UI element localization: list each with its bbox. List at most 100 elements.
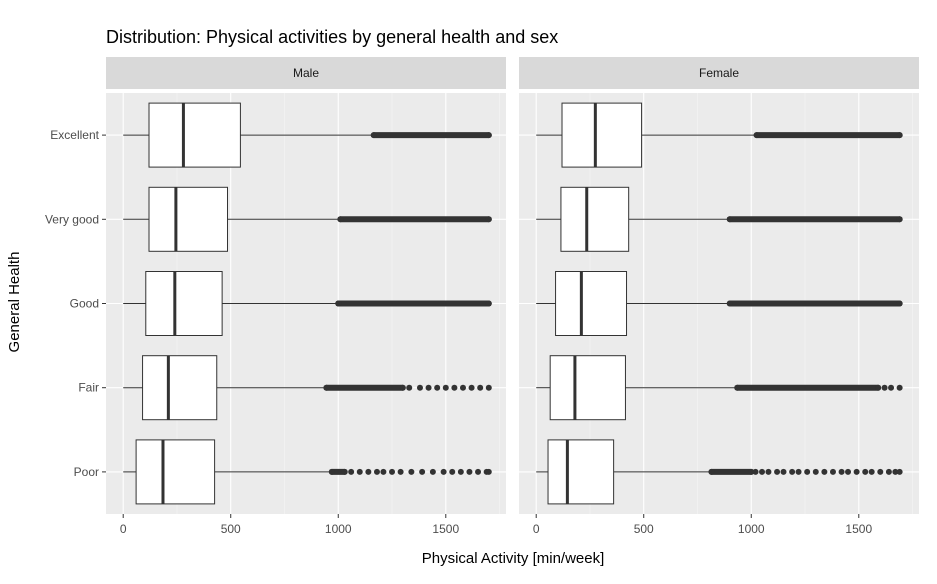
outlier-point: [853, 468, 860, 475]
chart-title: Distribution: Physical activities by gen…: [106, 27, 558, 47]
outlier-point: [406, 384, 413, 391]
strip-label-female: Female: [699, 66, 739, 80]
outlier-point: [877, 468, 884, 475]
x-tick-label-female-1500: 1500: [845, 522, 872, 536]
outlier-point: [753, 132, 760, 139]
outlier-point: [485, 216, 492, 223]
outlier-point: [416, 384, 423, 391]
outlier-point: [759, 468, 766, 475]
outlier-point: [726, 300, 733, 307]
outlier-point: [380, 468, 387, 475]
outlier-point: [466, 468, 473, 475]
x-tick-label-male-1000: 1000: [325, 522, 352, 536]
box-male-excellent: [123, 102, 492, 168]
x-tick-label-female-1000: 1000: [738, 522, 765, 536]
outlier-point: [397, 468, 404, 475]
outlier-point: [425, 384, 432, 391]
x-tick-label-female-0: 0: [533, 522, 540, 536]
outlier-point: [348, 468, 355, 475]
x-tick-label-male-500: 500: [221, 522, 241, 536]
outlier-point: [881, 384, 888, 391]
strip-female: [519, 57, 919, 89]
outlier-point: [356, 468, 363, 475]
iqr-box: [560, 186, 630, 252]
x-tick-label-female-500: 500: [634, 522, 654, 536]
outlier-point: [434, 384, 441, 391]
outlier-point: [335, 300, 342, 307]
box-female-good: [536, 271, 903, 336]
x-tick-label-male-0: 0: [120, 522, 127, 536]
outlier-point: [896, 300, 903, 307]
outlier-point: [838, 468, 845, 475]
outlier-point: [875, 384, 882, 391]
y-tick-label-very-good: Very good: [45, 212, 99, 226]
strip-label-male: Male: [293, 66, 319, 80]
x-axis-title: Physical Activity [min/week]: [422, 550, 605, 567]
outlier-point: [845, 468, 852, 475]
outlier-point: [804, 468, 811, 475]
outlier-point: [780, 468, 787, 475]
outlier-point: [459, 384, 466, 391]
outlier-point: [328, 468, 335, 475]
box-male-fair: [123, 355, 492, 421]
box-male-poor: [123, 439, 492, 505]
outlier-point: [399, 384, 406, 391]
outlier-point: [485, 132, 492, 139]
outlier-point: [896, 468, 903, 475]
outlier-point: [457, 468, 464, 475]
facet-panels: Male 0 500 1000 1500 Excellent Very good Good Fa…: [45, 57, 919, 536]
iqr-box: [145, 271, 223, 336]
facet-female: Female 0 500 1000 1500: [519, 57, 919, 536]
outlier-point: [485, 300, 492, 307]
outlier-point: [337, 216, 344, 223]
iqr-box: [561, 102, 643, 168]
outlier-point: [896, 384, 903, 391]
iqr-box: [135, 439, 216, 505]
outlier-point: [734, 384, 741, 391]
outlier-point: [812, 468, 819, 475]
outlier-point: [765, 468, 772, 475]
outlier-point: [868, 468, 875, 475]
outlier-point: [774, 468, 781, 475]
outlier-point: [708, 468, 715, 475]
outlier-point: [468, 384, 475, 391]
y-tick-label-excellent: Excellent: [50, 128, 99, 142]
facet-male: Male 0 500 1000 1500 Excellent Very good Good Fa…: [45, 57, 506, 536]
y-tick-label-poor: Poor: [74, 465, 99, 479]
outlier-point: [442, 384, 449, 391]
outlier-point: [485, 384, 492, 391]
outlier-point: [795, 468, 802, 475]
outlier-point: [752, 468, 759, 475]
y-axis-title: General Health: [6, 252, 23, 353]
outlier-point: [451, 384, 458, 391]
y-tick-label-fair: Fair: [78, 381, 99, 395]
outlier-point: [440, 468, 447, 475]
iqr-box: [148, 186, 229, 252]
box-male-very-good: [123, 186, 492, 252]
outlier-point: [365, 468, 372, 475]
y-tick-label-good: Good: [70, 297, 99, 311]
outlier-point: [485, 468, 492, 475]
outlier-point: [475, 468, 482, 475]
outlier-point: [896, 216, 903, 223]
outlier-point: [821, 468, 828, 475]
outlier-point: [896, 132, 903, 139]
outlier-point: [370, 132, 377, 139]
outlier-point: [408, 468, 415, 475]
outlier-point: [323, 384, 330, 391]
outlier-point: [419, 468, 426, 475]
outlier-point: [726, 216, 733, 223]
iqr-box: [555, 271, 628, 336]
outlier-point: [341, 468, 348, 475]
outlier-point: [389, 468, 396, 475]
iqr-box: [148, 102, 241, 168]
outlier-point: [373, 468, 380, 475]
box-female-fair: [536, 355, 903, 421]
iqr-box: [549, 355, 626, 421]
box-female-poor: [536, 439, 903, 505]
outlier-point: [885, 468, 892, 475]
outlier-point: [449, 468, 456, 475]
outlier-point: [888, 384, 895, 391]
outlier-point: [748, 468, 755, 475]
